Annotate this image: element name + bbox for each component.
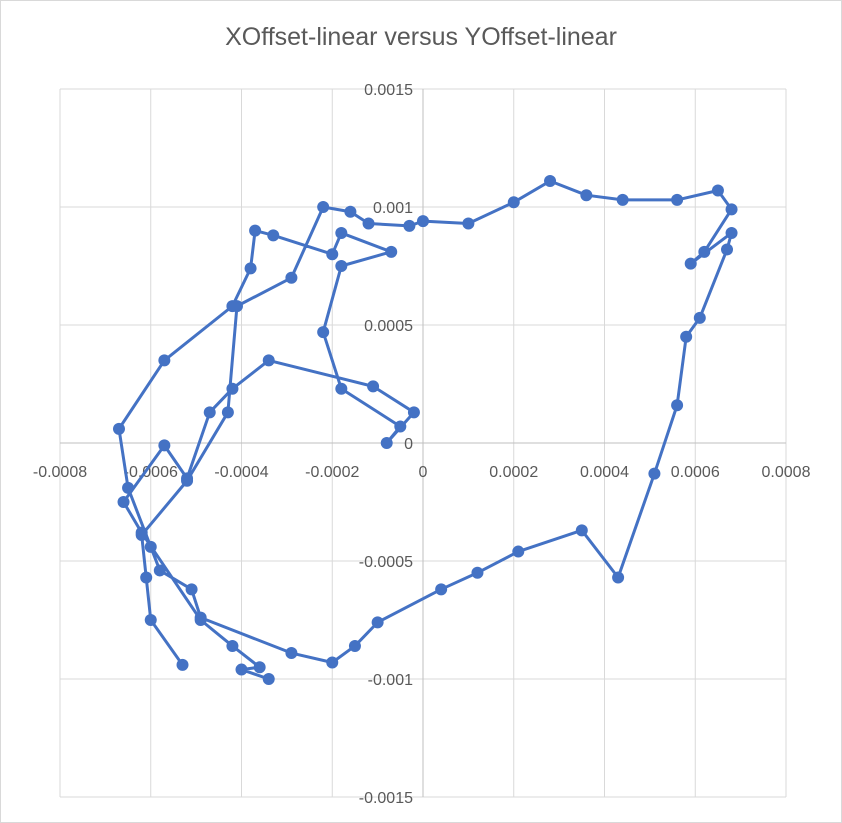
data-point xyxy=(194,614,207,626)
data-point xyxy=(144,540,157,553)
data-point xyxy=(185,583,198,596)
data-point xyxy=(435,583,448,596)
data-point xyxy=(693,311,706,324)
data-point xyxy=(203,406,216,419)
data-point xyxy=(575,524,588,537)
data-point xyxy=(226,382,239,395)
data-point xyxy=(267,229,280,242)
x-tick-label: -0.0006 xyxy=(124,464,178,481)
data-point xyxy=(144,614,157,626)
data-point xyxy=(285,271,298,284)
data-point xyxy=(612,571,625,584)
data-point xyxy=(226,639,239,652)
data-point xyxy=(348,639,361,652)
data-point xyxy=(544,175,557,188)
data-point xyxy=(244,262,257,275)
data-point xyxy=(507,196,520,209)
data-point xyxy=(253,661,266,674)
data-point xyxy=(140,571,153,584)
data-point xyxy=(371,616,384,629)
y-tick-label: 0 xyxy=(404,436,413,453)
data-point xyxy=(326,248,339,261)
data-point xyxy=(326,656,339,669)
series-line xyxy=(117,179,734,681)
data-point xyxy=(221,406,234,419)
data-point xyxy=(226,300,239,313)
data-point xyxy=(725,226,738,239)
data-point xyxy=(471,566,484,579)
data-point xyxy=(158,354,171,367)
y-tick-label: 0.0015 xyxy=(364,82,413,99)
data-point xyxy=(344,205,357,218)
data-point xyxy=(671,193,684,206)
x-tick-label: 0.0008 xyxy=(762,464,811,481)
y-tick-label: -0.001 xyxy=(368,672,413,689)
data-point xyxy=(117,496,130,508)
y-tick-label: 0.001 xyxy=(373,200,413,217)
data-point xyxy=(616,193,629,206)
y-tick-label: -0.0015 xyxy=(359,790,413,807)
data-point xyxy=(135,526,148,539)
data-point xyxy=(394,420,407,433)
x-tick-label: -0.0002 xyxy=(305,464,359,481)
data-point xyxy=(153,564,166,577)
data-point xyxy=(367,380,380,393)
data-point xyxy=(512,545,525,558)
y-tick-label: -0.0005 xyxy=(359,554,413,571)
data-point xyxy=(317,201,330,213)
data-point xyxy=(285,647,298,660)
data-point xyxy=(385,245,398,258)
data-point xyxy=(122,481,135,494)
data-point xyxy=(112,422,125,435)
x-tick-label: 0.0004 xyxy=(580,464,629,481)
data-point xyxy=(698,245,711,258)
data-point xyxy=(462,217,475,230)
data-point xyxy=(176,658,189,671)
data-point xyxy=(725,203,738,216)
x-tick-label: 0.0002 xyxy=(489,464,538,481)
data-point xyxy=(362,217,375,230)
data-point xyxy=(684,257,697,270)
data-point xyxy=(235,663,248,676)
data-point xyxy=(158,439,171,452)
x-tick-label: -0.0004 xyxy=(214,464,268,481)
data-point xyxy=(711,184,724,197)
data-point xyxy=(680,330,693,343)
data-point xyxy=(181,472,194,485)
chart-title: XOffset-linear versus YOffset-linear xyxy=(225,23,617,51)
y-tick-label: 0.0005 xyxy=(364,318,413,335)
x-tick-label: -0.0008 xyxy=(33,464,87,481)
data-point xyxy=(335,260,348,272)
data-point xyxy=(648,467,661,480)
data-point xyxy=(249,224,262,237)
data-point xyxy=(580,189,593,202)
data-point xyxy=(417,215,429,228)
data-point xyxy=(403,219,416,232)
data-point xyxy=(380,437,393,449)
tick-labels: -0.0008 -0.0006 -0.0004 -0.0002 0 0.0002 0.000… xyxy=(33,82,811,807)
x-tick-label: 0 xyxy=(419,464,428,481)
data-point xyxy=(317,326,330,339)
data-point xyxy=(262,673,275,685)
x-tick-label: 0.0006 xyxy=(671,464,720,481)
data-point xyxy=(407,406,420,419)
data-series xyxy=(112,175,738,685)
data-point xyxy=(671,399,684,412)
data-point xyxy=(721,243,734,256)
data-point xyxy=(262,354,275,367)
data-point xyxy=(335,226,348,239)
data-point xyxy=(335,382,348,395)
